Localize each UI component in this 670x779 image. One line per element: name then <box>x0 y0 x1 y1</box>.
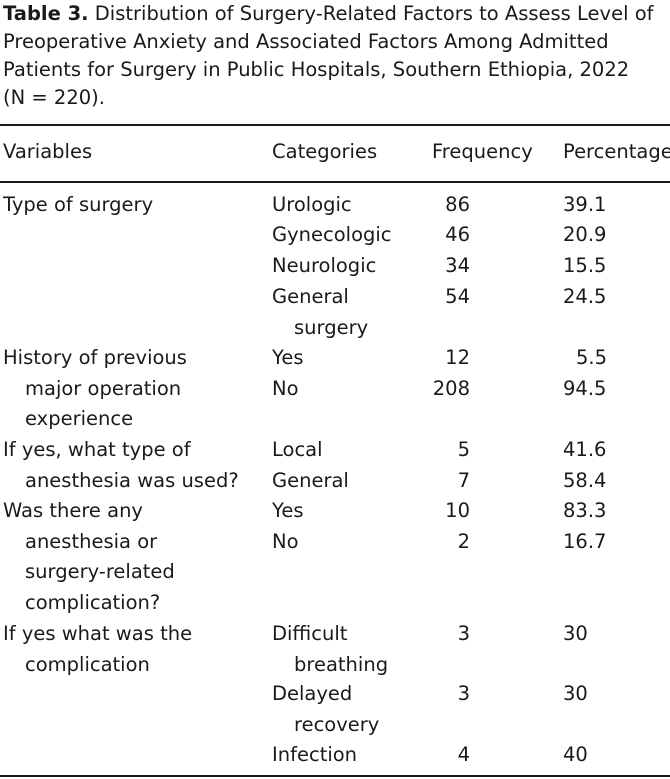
table-cell-category: Gynecologic <box>272 220 392 251</box>
table-cell-category: Neurologic <box>272 251 376 282</box>
table-cell-frequency: 54 <box>445 285 470 308</box>
variable-line: complication? <box>25 590 161 614</box>
table-cell-category: Delayed recovery <box>272 679 379 740</box>
variable-complication-any: Was there any anesthesia or surgery-rela… <box>3 496 175 618</box>
table-cell-category: No <box>272 374 299 405</box>
category-line: Local <box>272 438 323 461</box>
table-cell-category: General <box>272 466 349 497</box>
table-cell-frequency: 7 <box>457 469 470 492</box>
variable-line: surgery-related <box>25 560 175 583</box>
table-cell-category: Yes <box>272 496 303 527</box>
table-cell-category: Difficult breathing <box>272 619 388 680</box>
table-cell-percentage: 94.5 <box>563 377 607 400</box>
table-cell-frequency: 3 <box>457 682 470 705</box>
variable-line: History of previous <box>3 346 187 369</box>
table-cell-percentage: 16.7 <box>563 530 607 553</box>
variable-line: experience <box>25 407 134 430</box>
category-line: Gynecologic <box>272 223 392 246</box>
variable-line: Was there any <box>3 499 143 522</box>
category-line: No <box>272 530 299 553</box>
variable-type-of-surgery: Type of surgery <box>3 190 153 221</box>
table-cell-percentage: 24.5 <box>563 285 607 308</box>
variable-line: Type of surgery <box>3 193 154 216</box>
header-percentage: Percentage <box>563 140 670 163</box>
table-cell-frequency: 86 <box>445 193 470 216</box>
table-cell-percentage: 15.5 <box>563 254 607 277</box>
table-cell-frequency: 4 <box>457 743 470 766</box>
table-cell-category: No <box>272 527 299 558</box>
category-line: Urologic <box>272 193 352 216</box>
category-line: Yes <box>272 346 304 369</box>
table-cell-percentage: 39.1 <box>563 193 607 216</box>
table-top-rule <box>0 124 670 126</box>
table-cell-category: Yes <box>272 343 303 374</box>
category-line: Difficult <box>272 622 348 645</box>
table-caption: Table 3. Distribution of Surgery-Related… <box>3 0 670 112</box>
table-cell-percentage: 20.9 <box>563 223 607 246</box>
variable-line: If yes, what type of <box>3 438 191 461</box>
header-rule <box>0 181 670 183</box>
category-line: Neurologic <box>272 254 377 277</box>
variable-line: anesthesia or <box>25 529 158 553</box>
caption-title-start: Distribution of Surgery-Related Factors … <box>88 2 654 25</box>
table-cell-frequency: 5 <box>457 438 470 461</box>
category-line: Delayed <box>272 682 353 705</box>
table-cell-category: General surgery <box>272 282 368 343</box>
table-cell-percentage: 5.5 <box>576 346 608 369</box>
table-cell-percentage: 41.6 <box>563 438 607 461</box>
table-cell-percentage: 30 <box>563 622 588 645</box>
variable-line: anesthesia was used? <box>25 468 239 492</box>
table-cell-frequency: 2 <box>457 530 470 553</box>
caption-line-1: Table 3. Distribution of Surgery-Related… <box>3 0 670 28</box>
table-cell-frequency: 46 <box>445 223 470 246</box>
caption-line-4: (N = 220). <box>3 86 105 109</box>
category-line: Yes <box>272 499 304 522</box>
table-cell-category: Local <box>272 435 323 466</box>
caption-label: Table 3. <box>3 2 89 25</box>
table-cell-percentage: 40 <box>563 743 588 766</box>
table-cell-category: Infection <box>272 740 357 771</box>
variable-line: If yes what was the <box>3 622 193 645</box>
table-cell-frequency: 208 <box>432 377 470 400</box>
category-line: surgery <box>294 315 369 339</box>
variable-complication-type: If yes what was the complication <box>3 619 192 680</box>
variable-line: complication <box>25 652 150 676</box>
caption-line-3: Patients for Surgery in Public Hospitals… <box>3 58 630 81</box>
table-cell-frequency: 34 <box>445 254 470 277</box>
header-variables: Variables <box>3 140 93 163</box>
caption-line-2: Preoperative Anxiety and Associated Fact… <box>3 30 609 53</box>
category-line: Infection <box>272 743 358 766</box>
table-cell-percentage: 83.3 <box>563 499 607 522</box>
table-cell-frequency: 10 <box>445 499 470 522</box>
header-frequency: Frequency <box>432 140 533 163</box>
table-cell-percentage: 30 <box>563 682 588 705</box>
variable-previous-operation: History of previous major operation expe… <box>3 343 187 435</box>
table-cell-percentage: 58.4 <box>563 469 607 492</box>
category-line: recovery <box>294 712 380 736</box>
category-line: breathing <box>294 652 389 676</box>
variable-anesthesia-type: If yes, what type of anesthesia was used… <box>3 435 239 496</box>
header-categories: Categories <box>272 140 378 163</box>
table-cell-frequency: 12 <box>445 346 470 369</box>
variable-line: major operation <box>25 376 182 400</box>
table-cell-category: Urologic <box>272 190 352 221</box>
category-line: General <box>272 469 349 492</box>
category-line: General <box>272 285 349 308</box>
category-line: No <box>272 377 299 400</box>
table-bottom-rule <box>0 775 670 777</box>
table-cell-frequency: 3 <box>457 622 470 645</box>
